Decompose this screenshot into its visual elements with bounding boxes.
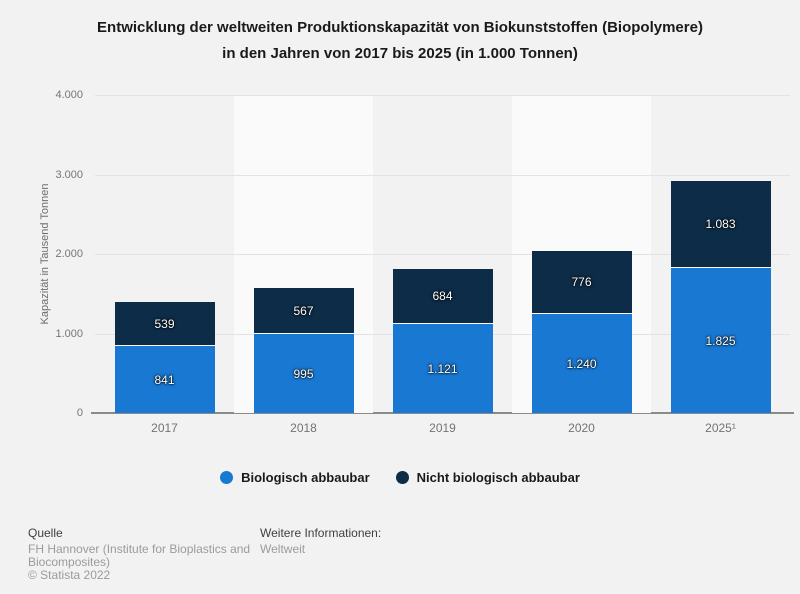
gridline-2.000 [95,254,790,255]
legend-item-biologisch-abbaubar[interactable]: Biologisch abbaubar [220,470,370,485]
source-heading: Quelle [28,526,63,540]
bar-segment-2020-nicht-biologisch[interactable]: 776 [531,251,632,314]
bar-segment-2018-biologisch[interactable]: 995 [253,334,354,413]
legend: Biologisch abbaubar Nicht biologisch abba… [0,470,800,485]
legend-label: Biologisch abbaubar [241,470,370,485]
y-tick-3.000: 3.000 [55,168,83,181]
value-label: 567 [293,303,314,318]
value-label: 1.240 [566,356,597,371]
bar-segment-2020-biologisch[interactable]: 1.240 [531,314,632,413]
plot-area: 841 539 995 567 1.121 684 1.240 776 1.825 1.083 [91,95,794,414]
bar-segment-2017-nicht-biologisch[interactable]: 539 [114,302,215,346]
value-label: 995 [293,366,314,381]
x-tick-2018: 2018 [290,421,317,435]
gridline-3.000 [95,174,790,176]
bar-segment-2025¹-nicht-biologisch[interactable]: 1.083 [670,181,771,268]
footer-info: Weitere Informationen: Weltweit [260,526,381,556]
chart-title: Entwicklung der weltweiten Produktionska… [0,15,800,67]
bar-segment-2019-biologisch[interactable]: 1.121 [392,324,493,413]
x-tick-2020: 2020 [568,421,595,435]
bar-2017: 841 539 [114,302,215,413]
bar-2025¹: 1.825 1.083 [670,181,771,413]
legend-item-nicht-biologisch-abbaubar[interactable]: Nicht biologisch abbaubar [395,470,580,485]
x-tick-2025¹: 2025¹ [705,421,736,435]
legend-swatch-icon [220,471,234,484]
bar-2020: 1.240 776 [531,251,632,413]
bar-segment-2025¹-biologisch[interactable]: 1.825 [670,268,771,413]
source-line-2: Biocomposites) [28,555,111,569]
legend-label: Nicht biologisch abbaubar [416,470,580,485]
chart-title-line2: in den Jahren von 2017 bis 2025 (in 1.00… [222,45,578,62]
chart-title-line1: Entwicklung der weltweiten Produktionska… [97,19,703,36]
value-label: 1.121 [427,361,458,376]
copyright: © Statista 2022 [28,568,111,582]
bar-2019: 1.121 684 [392,269,493,413]
x-tick-2017: 2017 [151,421,178,435]
legend-swatch-icon [395,471,409,484]
value-label: 684 [432,289,453,303]
value-label: 539 [154,316,175,331]
info-heading: Weitere Informationen: [260,526,382,540]
value-label: 776 [571,275,592,289]
gridline-4.000 [95,95,790,96]
y-tick-0: 0 [76,407,83,419]
bar-segment-2018-nicht-biologisch[interactable]: 567 [253,288,354,334]
value-label: 1.825 [705,333,736,348]
y-tick-4.000: 4.000 [55,89,83,101]
info-value: Weltweit [260,542,306,556]
bar-2018: 995 567 [253,288,354,413]
x-axis-line [91,412,794,414]
y-tick-2.000: 2.000 [55,248,83,260]
bar-segment-2019-nicht-biologisch[interactable]: 684 [392,269,493,324]
y-tick-1.000: 1.000 [55,327,83,340]
footer-source: Quelle FH Hannover (Institute for Biopla… [28,526,250,582]
bar-segment-2017-biologisch[interactable]: 841 [114,346,215,413]
value-label: 841 [154,372,175,387]
value-label: 1.083 [705,217,736,231]
source-line-1: FH Hannover (Institute for Bioplastics a… [28,542,251,556]
x-tick-2019: 2019 [429,421,456,435]
